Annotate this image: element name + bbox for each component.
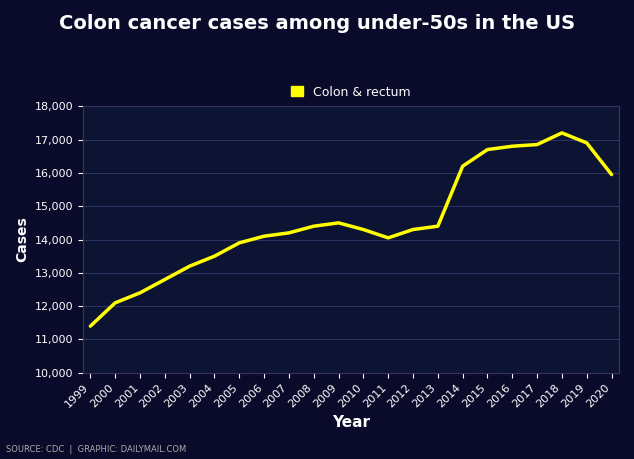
- X-axis label: Year: Year: [332, 415, 370, 430]
- Text: SOURCE: CDC  |  GRAPHIC: DAILYMAIL.COM: SOURCE: CDC | GRAPHIC: DAILYMAIL.COM: [6, 445, 186, 454]
- Text: Colon cancer cases among under-50s in the US: Colon cancer cases among under-50s in th…: [59, 14, 575, 33]
- Legend: Colon & rectum: Colon & rectum: [286, 80, 416, 103]
- Y-axis label: Cases: Cases: [15, 217, 29, 263]
